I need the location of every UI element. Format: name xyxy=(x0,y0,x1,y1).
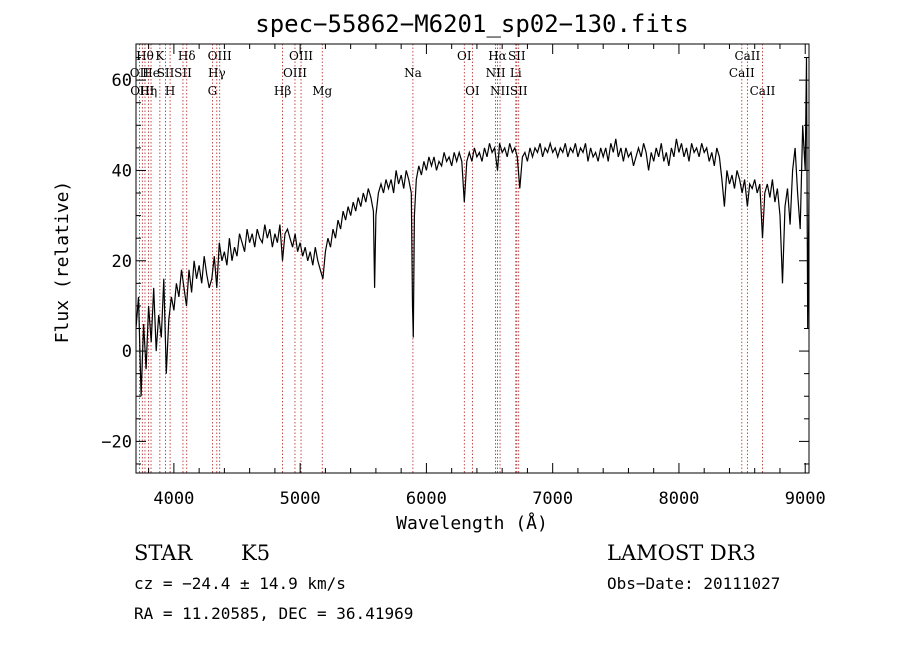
spectral-line-label: NII xyxy=(490,84,510,98)
spectral-line-label: Hβ xyxy=(274,84,291,98)
spectral-line-label: CaII xyxy=(734,49,760,63)
spectral-line-label: H xyxy=(165,84,175,98)
x-axis-label: Wavelength (Å) xyxy=(396,512,548,534)
object-class: STAR xyxy=(134,541,193,565)
survey-name: LAMOST DR3 xyxy=(607,541,756,565)
spectral-line-label: SII xyxy=(157,66,175,80)
observation-date: Obs−Date: 20111027 xyxy=(607,574,780,593)
spectral-line-label: OI xyxy=(465,84,480,98)
x-tick-label: 5000 xyxy=(280,489,321,509)
spectral-line-labels: OIIOIIIHθHηHeKSIIHHδSIIGHγOIIIHβOIIIOIII… xyxy=(130,49,776,98)
spectral-line-label: K xyxy=(155,49,165,63)
spectral-line-label: Mg xyxy=(312,84,332,98)
x-axis-ticks: 4000 5000 6000 7000 8000 9000 xyxy=(148,44,826,509)
x-tick-label: 4000 xyxy=(153,489,194,509)
plot-frame xyxy=(135,43,810,474)
spectral-line-label: CaII xyxy=(729,66,755,80)
chart-title: spec−55862−M6201_sp02−130.fits xyxy=(255,10,688,38)
y-tick-label: 40 xyxy=(112,161,132,181)
y-tick-label: 0 xyxy=(122,342,132,362)
spectral-line-label: OIII xyxy=(208,49,232,63)
x-tick-label: 9000 xyxy=(785,489,826,509)
object-subclass: K5 xyxy=(241,541,270,565)
y-tick-label: 20 xyxy=(112,252,132,272)
spectral-line-label: Hα xyxy=(488,49,507,63)
x-tick-label: 7000 xyxy=(532,489,573,509)
spectrum-series-line xyxy=(135,57,810,397)
y-tick-label: −20 xyxy=(101,432,132,452)
spectral-line-label: OIII xyxy=(289,49,313,63)
redshift-cz: cz = −24.4 ± 14.9 km/s xyxy=(134,574,346,593)
spectral-line-label: SII xyxy=(508,49,526,63)
spectral-line-label: Hγ xyxy=(208,66,226,80)
spectral-line-label: NII xyxy=(486,66,506,80)
spectral-line-label: Hδ xyxy=(178,49,196,63)
y-axis-ticks: −20 0 20 40 60 xyxy=(101,57,809,465)
spectral-line-label: OII xyxy=(130,66,150,80)
spectral-line-label: Na xyxy=(404,66,422,80)
spectral-line-label: OI xyxy=(457,49,472,63)
spectral-line-label: Hθ xyxy=(136,49,154,63)
spectral-line-label: Hη xyxy=(140,84,158,98)
y-axis-label: Flux (relative) xyxy=(52,181,73,344)
spectral-line-label: OIII xyxy=(283,66,307,80)
ra-dec-coordinates: RA = 11.20585, DEC = 36.41969 xyxy=(134,604,413,623)
spectral-line-label: SII xyxy=(174,66,192,80)
x-tick-label: 8000 xyxy=(658,489,699,509)
spectral-line-label: Li xyxy=(510,66,522,80)
y-tick-label: 60 xyxy=(112,71,132,91)
x-tick-label: 6000 xyxy=(406,489,447,509)
spectral-line-label: SII xyxy=(510,84,528,98)
spectral-line-label: G xyxy=(208,84,218,98)
spectral-line-label: CaII xyxy=(750,84,776,98)
spectral-line-label: He xyxy=(142,66,160,80)
